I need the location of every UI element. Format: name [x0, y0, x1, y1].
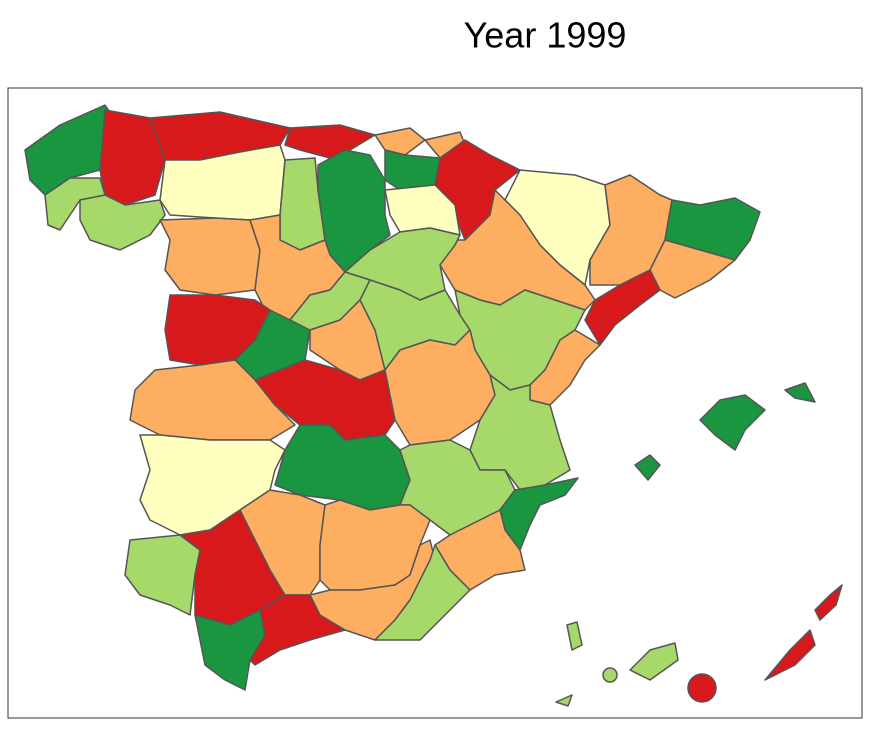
province [309, 539, 436, 641]
province [602, 667, 618, 683]
provinces [24, 104, 843, 707]
province [764, 629, 816, 681]
province [629, 642, 679, 681]
province [699, 394, 766, 451]
province [194, 609, 266, 691]
province [687, 673, 717, 703]
province [374, 544, 471, 641]
province [384, 149, 441, 191]
province [784, 382, 816, 403]
province [555, 694, 573, 707]
province [124, 534, 201, 616]
map-frame [7, 87, 863, 719]
province [317, 149, 391, 273]
province [159, 217, 261, 296]
province [566, 621, 583, 651]
province [434, 509, 526, 591]
province [79, 194, 166, 251]
map-title: Year 1999 [464, 15, 627, 56]
province [374, 127, 426, 156]
province [634, 454, 661, 481]
province [249, 594, 346, 666]
province [814, 584, 843, 621]
province [584, 269, 661, 346]
